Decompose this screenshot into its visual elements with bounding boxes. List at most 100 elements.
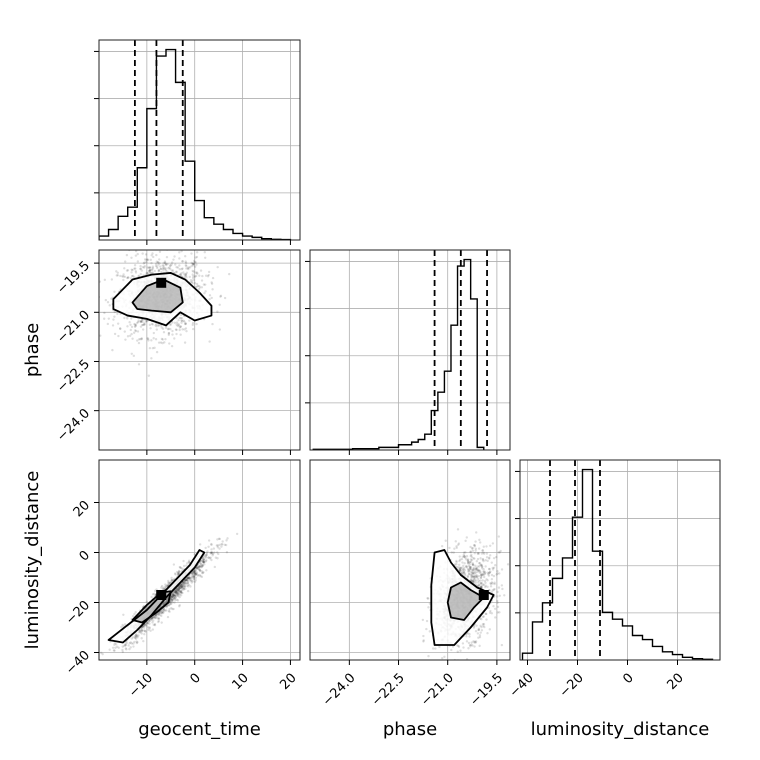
sample-point [195, 271, 199, 274]
sample-point [498, 611, 501, 614]
sample-point [218, 547, 221, 550]
sample-point [184, 578, 188, 582]
sample-point [173, 601, 176, 604]
sample-point [128, 641, 131, 645]
sample-point [469, 558, 473, 561]
sample-point [450, 648, 453, 652]
sample-point [474, 568, 478, 571]
sample-point [191, 572, 195, 575]
sample-point [198, 574, 202, 577]
sample-point [491, 582, 494, 585]
sample-point [129, 328, 132, 332]
sample-point [194, 572, 197, 576]
sample-point [113, 332, 117, 336]
sample-point [450, 551, 453, 554]
sample-point [160, 621, 163, 624]
sample-point [150, 357, 153, 360]
sample-point [190, 252, 193, 255]
sample-point [458, 555, 461, 558]
sample-point [204, 546, 207, 550]
sample-point [201, 564, 204, 567]
sample-point [190, 579, 193, 582]
sample-point [143, 258, 147, 261]
sample-point [473, 557, 476, 560]
sample-point [99, 334, 102, 337]
sample-point [139, 325, 143, 328]
sample-point [205, 553, 208, 556]
sample-point [469, 550, 472, 554]
sample-point [178, 604, 181, 607]
sample-point [448, 546, 451, 550]
sample-point [175, 323, 178, 326]
sample-point [216, 546, 220, 549]
sample-point [160, 270, 163, 274]
sample-point [473, 640, 477, 644]
sample-point [151, 346, 155, 350]
sample-point [158, 250, 162, 253]
sample-point [211, 322, 214, 326]
sample-point [477, 628, 481, 632]
sample-point [201, 571, 205, 574]
sample-point [153, 592, 156, 596]
sample-point [193, 261, 197, 264]
sample-point [150, 254, 153, 257]
sample-point [106, 300, 110, 304]
sample-point [471, 579, 475, 582]
sample-point [480, 573, 483, 576]
sample-point [478, 634, 482, 637]
sample-point [463, 566, 466, 570]
sample-point [481, 583, 485, 586]
sample-point [147, 269, 151, 273]
sample-point [477, 547, 481, 550]
sample-point [178, 587, 181, 590]
sample-point [467, 647, 470, 650]
sample-point [216, 265, 219, 269]
sample-point [171, 578, 174, 582]
sample-point [456, 650, 459, 653]
sample-point [479, 576, 483, 579]
sample-point [489, 609, 492, 613]
sample-point [145, 258, 148, 262]
sample-point [458, 568, 462, 571]
sample-point [430, 669, 432, 671]
sample-point [200, 560, 203, 563]
sample-point [477, 583, 481, 587]
sample-point [163, 341, 166, 344]
sample-point [180, 584, 183, 588]
sample-point [486, 559, 489, 563]
sample-point [163, 261, 167, 264]
sample-point [182, 586, 186, 589]
contour-level-1 [107, 549, 206, 644]
sample-point [498, 594, 502, 598]
sample-point [457, 543, 460, 546]
sample-point [426, 596, 429, 600]
sample-point [191, 580, 195, 583]
sample-point [459, 649, 462, 652]
x-tick-label-geocent_time: 0 [188, 671, 204, 687]
sample-point [173, 591, 177, 594]
sample-point [465, 565, 468, 568]
sample-point [468, 572, 471, 575]
sample-point [457, 542, 461, 545]
sample-point [167, 246, 169, 248]
sample-point [199, 575, 202, 578]
joint-panel-phase-luminosity_distance [309, 459, 511, 671]
sample-point [187, 266, 190, 269]
sample-point [177, 585, 180, 589]
sample-point [453, 547, 456, 550]
sample-point [148, 627, 151, 630]
sample-point [488, 571, 492, 574]
sample-point [484, 581, 487, 585]
sample-point [137, 274, 140, 278]
sample-point [465, 640, 469, 643]
sample-point [148, 622, 151, 625]
sample-point [178, 316, 181, 320]
sample-point [178, 326, 182, 329]
contour-level-2 [446, 581, 485, 621]
sample-point [483, 579, 487, 583]
sample-point [162, 608, 166, 612]
sample-point [443, 655, 446, 659]
sample-point [462, 571, 466, 574]
sample-point [178, 593, 182, 596]
sample-point [481, 558, 485, 562]
